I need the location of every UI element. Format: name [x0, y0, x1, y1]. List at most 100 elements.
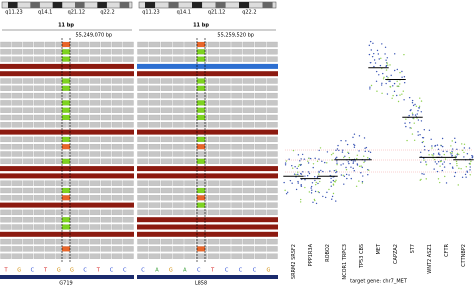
x-tick-label: SRRM2 SRSF2 [291, 244, 297, 279]
read [123, 85, 134, 91]
dot [299, 160, 301, 162]
read [123, 195, 134, 201]
read [243, 41, 255, 48]
read [78, 187, 89, 194]
dot [420, 120, 423, 122]
dot [463, 147, 466, 149]
sequence-base: C [141, 268, 145, 274]
read [219, 246, 231, 252]
dot [356, 154, 359, 156]
dot [324, 161, 326, 164]
read [219, 107, 231, 113]
dot [404, 122, 406, 124]
read [89, 253, 101, 259]
dot [455, 156, 457, 158]
read [172, 202, 184, 208]
read [112, 41, 123, 48]
read [89, 209, 101, 216]
read [78, 100, 89, 106]
read [33, 56, 45, 62]
read [123, 187, 134, 194]
dot [418, 107, 421, 109]
variant [62, 49, 70, 55]
band-label: q21.12 [208, 10, 226, 16]
dot [417, 134, 419, 136]
read [123, 122, 134, 128]
dot [369, 151, 372, 154]
dot [417, 119, 420, 121]
dot [411, 101, 414, 104]
dot [466, 153, 469, 155]
dot [445, 182, 448, 184]
dot [446, 150, 448, 153]
read [254, 136, 266, 143]
read [89, 187, 101, 194]
dot [346, 143, 349, 146]
dot [332, 183, 335, 185]
dot [318, 173, 320, 175]
plot-area [283, 0, 474, 240]
read [56, 92, 67, 99]
read [160, 195, 172, 201]
dot [406, 139, 408, 142]
read [254, 100, 266, 106]
read [160, 107, 172, 113]
read [149, 107, 161, 113]
read [78, 246, 89, 252]
dot [360, 165, 362, 167]
read [112, 253, 123, 259]
dot [375, 80, 378, 82]
read [137, 202, 149, 208]
dot [376, 49, 379, 52]
dot [313, 198, 316, 201]
variant [62, 56, 70, 62]
dot [398, 85, 400, 88]
dot [368, 169, 370, 172]
dot [369, 86, 371, 88]
sequence-base: G [57, 268, 61, 274]
dot [417, 131, 419, 133]
dot [419, 134, 421, 136]
read-band [0, 231, 134, 237]
read [254, 92, 266, 99]
dot [469, 169, 471, 171]
dot [423, 129, 425, 131]
dot [298, 164, 301, 166]
read [149, 253, 161, 259]
dot [394, 53, 396, 55]
read [266, 187, 278, 194]
amino-track [0, 275, 134, 279]
sequence-base: C [197, 268, 201, 274]
dot [422, 140, 425, 143]
dot [431, 147, 433, 149]
dot [328, 188, 330, 191]
dot [411, 99, 414, 102]
read [137, 238, 149, 245]
dot [300, 163, 302, 166]
read [243, 253, 255, 259]
read [11, 136, 22, 143]
x-tick-label: TP53 CBS [359, 244, 365, 269]
read [56, 151, 67, 157]
read [196, 151, 208, 157]
read [89, 100, 101, 106]
read [78, 56, 89, 62]
read [45, 136, 56, 143]
band-label: q22.2 [242, 10, 256, 16]
dot [335, 149, 337, 151]
read [184, 107, 196, 113]
read [67, 253, 78, 259]
dot [321, 160, 323, 162]
read [266, 78, 278, 84]
dot [302, 171, 304, 173]
read [160, 158, 172, 164]
read [172, 114, 184, 121]
read [149, 92, 161, 99]
dot [466, 170, 468, 172]
read [207, 180, 219, 186]
dot [335, 169, 337, 171]
dot [374, 62, 377, 64]
read [266, 114, 278, 121]
read [219, 144, 231, 150]
dot [461, 149, 464, 152]
